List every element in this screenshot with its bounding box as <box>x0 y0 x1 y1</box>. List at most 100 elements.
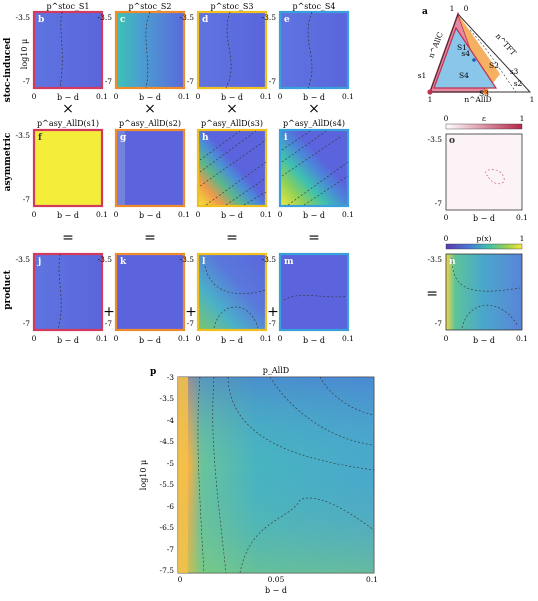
panel-letter-p: p <box>150 367 156 377</box>
xlabel-o: b − d <box>473 214 495 223</box>
svg-text:-7: -7 <box>187 319 195 328</box>
svg-text:-3.5: -3.5 <box>262 13 277 22</box>
panel-letter-g: g <box>120 133 127 143</box>
svg-text:S1: S1 <box>457 43 467 52</box>
panel-letter-c: c <box>120 15 126 25</box>
xlabel-p: b − d <box>265 586 287 595</box>
svg-text:-7: -7 <box>23 319 31 328</box>
svg-text:-3.5: -3.5 <box>16 255 31 264</box>
title-c: p^stoc_S2 <box>128 2 171 11</box>
svg-text:0.1: 0.1 <box>342 334 354 343</box>
svg-text:0: 0 <box>32 92 37 101</box>
svg-text:-3.5: -3.5 <box>16 13 31 22</box>
svg-text:0: 0 <box>278 334 283 343</box>
svg-text:+: + <box>185 304 197 320</box>
svg-text:0.1: 0.1 <box>96 334 108 343</box>
panel-letter-e: e <box>284 15 290 25</box>
svg-text:×: × <box>144 101 156 117</box>
title-b: p^stoc_S1 <box>46 2 89 11</box>
svg-text:1: 1 <box>520 114 525 123</box>
svg-text:-5: -5 <box>167 459 175 468</box>
panel-g: g <box>114 128 186 208</box>
panel-letter-l: l <box>202 257 206 267</box>
panel-d: d <box>196 10 268 90</box>
panel-e: e <box>278 10 350 90</box>
title-h: p^asy_AllD(s3) <box>201 119 263 128</box>
row3-axes: -3.5 -7 -3.5 -7 -3.5 -7 -3.5 -7 0 0.1 0 … <box>16 255 528 343</box>
svg-text:-7: -7 <box>105 77 113 86</box>
panel-l: l <box>196 252 268 332</box>
svg-text:×: × <box>62 101 74 117</box>
panel-f: f <box>32 128 104 208</box>
svg-text:0.05: 0.05 <box>268 575 285 584</box>
xlabel-j: b − d <box>57 336 79 345</box>
svg-text:×: × <box>308 101 320 117</box>
panel-j: j <box>32 252 104 332</box>
panel-i: i <box>278 128 350 208</box>
ylabel-b: log10 μ <box>20 39 29 69</box>
xlabel-k: b − d <box>139 336 161 345</box>
svg-text:0: 0 <box>196 334 201 343</box>
panel-letter-b: b <box>38 15 44 25</box>
svg-text:S2: S2 <box>489 61 499 70</box>
panel-letter-h: h <box>202 133 209 143</box>
svg-text:0.1: 0.1 <box>366 575 378 584</box>
svg-text:s1: s1 <box>418 71 427 80</box>
panel-o: o <box>445 133 523 211</box>
panel-letter-j: j <box>37 257 41 267</box>
svg-text:S3: S3 <box>479 89 489 98</box>
row2-axes: -3.5 -7 0 0.1 0 0.1 0 0.1 0 0.1 -3.5 -7 … <box>16 131 528 222</box>
svg-text:0.1: 0.1 <box>260 334 272 343</box>
svg-text:0.1: 0.1 <box>342 92 354 101</box>
svg-text:0: 0 <box>444 213 449 222</box>
svg-text:-3.5: -3.5 <box>160 394 175 403</box>
svg-text:n^AllD: n^AllD <box>464 95 491 104</box>
row1-axes: -3.5 -7 -3.5 -7 -3.5 -7 -3.5 -7 0 0.1 0 … <box>16 13 354 101</box>
panel-letter-i: i <box>284 133 288 143</box>
svg-text:0: 0 <box>444 334 449 343</box>
panel-letter-a: a <box>422 7 428 17</box>
svg-text:=: = <box>226 230 238 246</box>
svg-text:0.1: 0.1 <box>96 92 108 101</box>
svg-text:1: 1 <box>428 95 433 104</box>
svg-text:n^AllC: n^AllC <box>426 31 445 60</box>
svg-text:s3: s3 <box>510 67 519 76</box>
svg-text:-3.5: -3.5 <box>262 255 277 264</box>
panel-letter-n: n <box>449 257 456 267</box>
svg-text:0: 0 <box>114 92 119 101</box>
colorbar-px: 0 p(x) 1 <box>444 234 524 250</box>
title-g: p^asy_AllD(s2) <box>119 119 181 128</box>
svg-text:-7: -7 <box>105 319 113 328</box>
svg-text:0: 0 <box>278 210 283 219</box>
panel-letter-o: o <box>449 136 455 146</box>
svg-text:+: + <box>267 304 279 320</box>
plus-row: + + + = <box>103 286 438 320</box>
title-d: p^stoc_S3 <box>210 2 253 11</box>
xlabel-f: b − d <box>57 211 79 220</box>
xlabel-i: b − d <box>303 211 325 220</box>
svg-text:0: 0 <box>444 114 449 123</box>
svg-text:-6: -6 <box>167 502 175 511</box>
times-row: × × × × <box>62 101 320 117</box>
title-f: p^asy_AllD(s1) <box>37 119 99 128</box>
colorbar-epsilon: 0 ε 1 <box>444 114 525 130</box>
xlabel-l: b − d <box>221 336 243 345</box>
svg-text:0: 0 <box>464 4 469 13</box>
svg-text:=: = <box>426 286 438 302</box>
big-y-ticks: -3 -3.5 -4 -4.5 -5 -5.5 -6 -6.5 -7 -7.5 <box>160 373 175 575</box>
svg-text:-3.5: -3.5 <box>428 255 443 264</box>
svg-text:-7: -7 <box>269 77 277 86</box>
row-label-product: product <box>3 269 13 309</box>
svg-text:0.1: 0.1 <box>178 334 190 343</box>
row-label-stoc: stoc-induced <box>3 37 13 102</box>
svg-text:0.1: 0.1 <box>516 334 528 343</box>
svg-text:1: 1 <box>450 4 455 13</box>
xlabel-m: b − d <box>303 336 325 345</box>
svg-text:-3.5: -3.5 <box>98 255 113 264</box>
svg-text:-4.5: -4.5 <box>160 437 175 446</box>
svg-text:-3.5: -3.5 <box>180 13 195 22</box>
panel-k: k <box>114 252 186 332</box>
svg-text:p(x): p(x) <box>477 234 492 243</box>
